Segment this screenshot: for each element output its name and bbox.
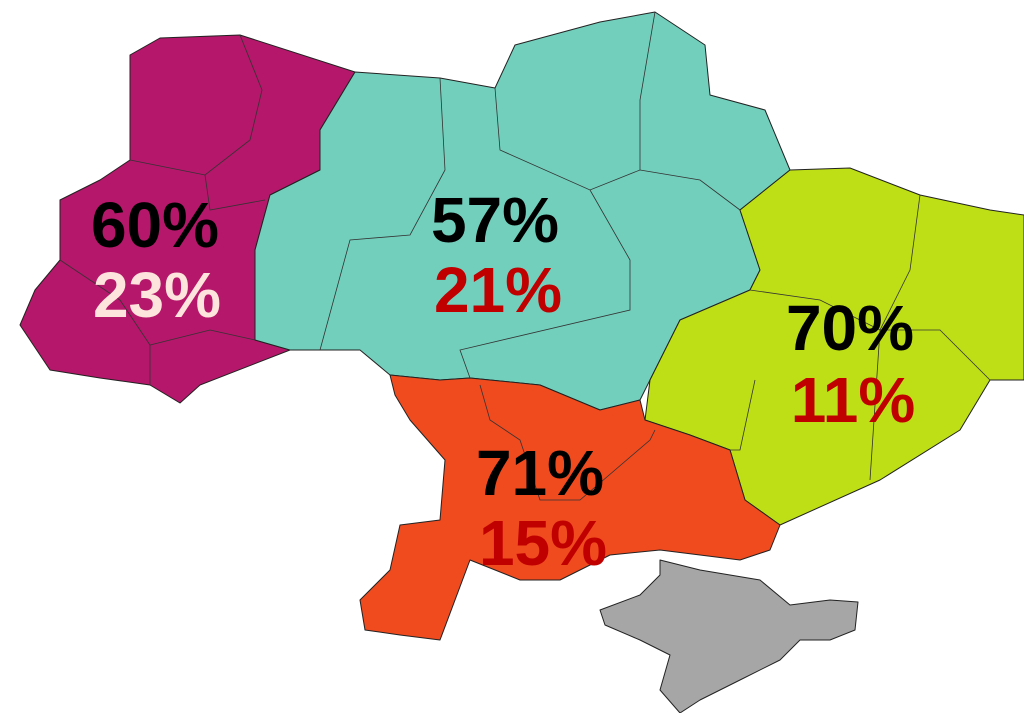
region-bottom-value: 11% [791, 364, 916, 436]
region-bottom-value: 23% [93, 259, 221, 331]
region-top-value: 57% [431, 184, 559, 256]
region-bottom-value: 21% [434, 254, 562, 326]
region-crimea [599, 559, 859, 713]
region-bottom-value: 15% [479, 507, 607, 579]
region-top-value: 71% [476, 437, 604, 509]
region-top-value: 70% [786, 292, 914, 364]
oblast-borders [59, 11, 991, 501]
region-south [359, 374, 781, 641]
region-center [254, 11, 791, 411]
region-top-value: 60% [91, 189, 219, 261]
